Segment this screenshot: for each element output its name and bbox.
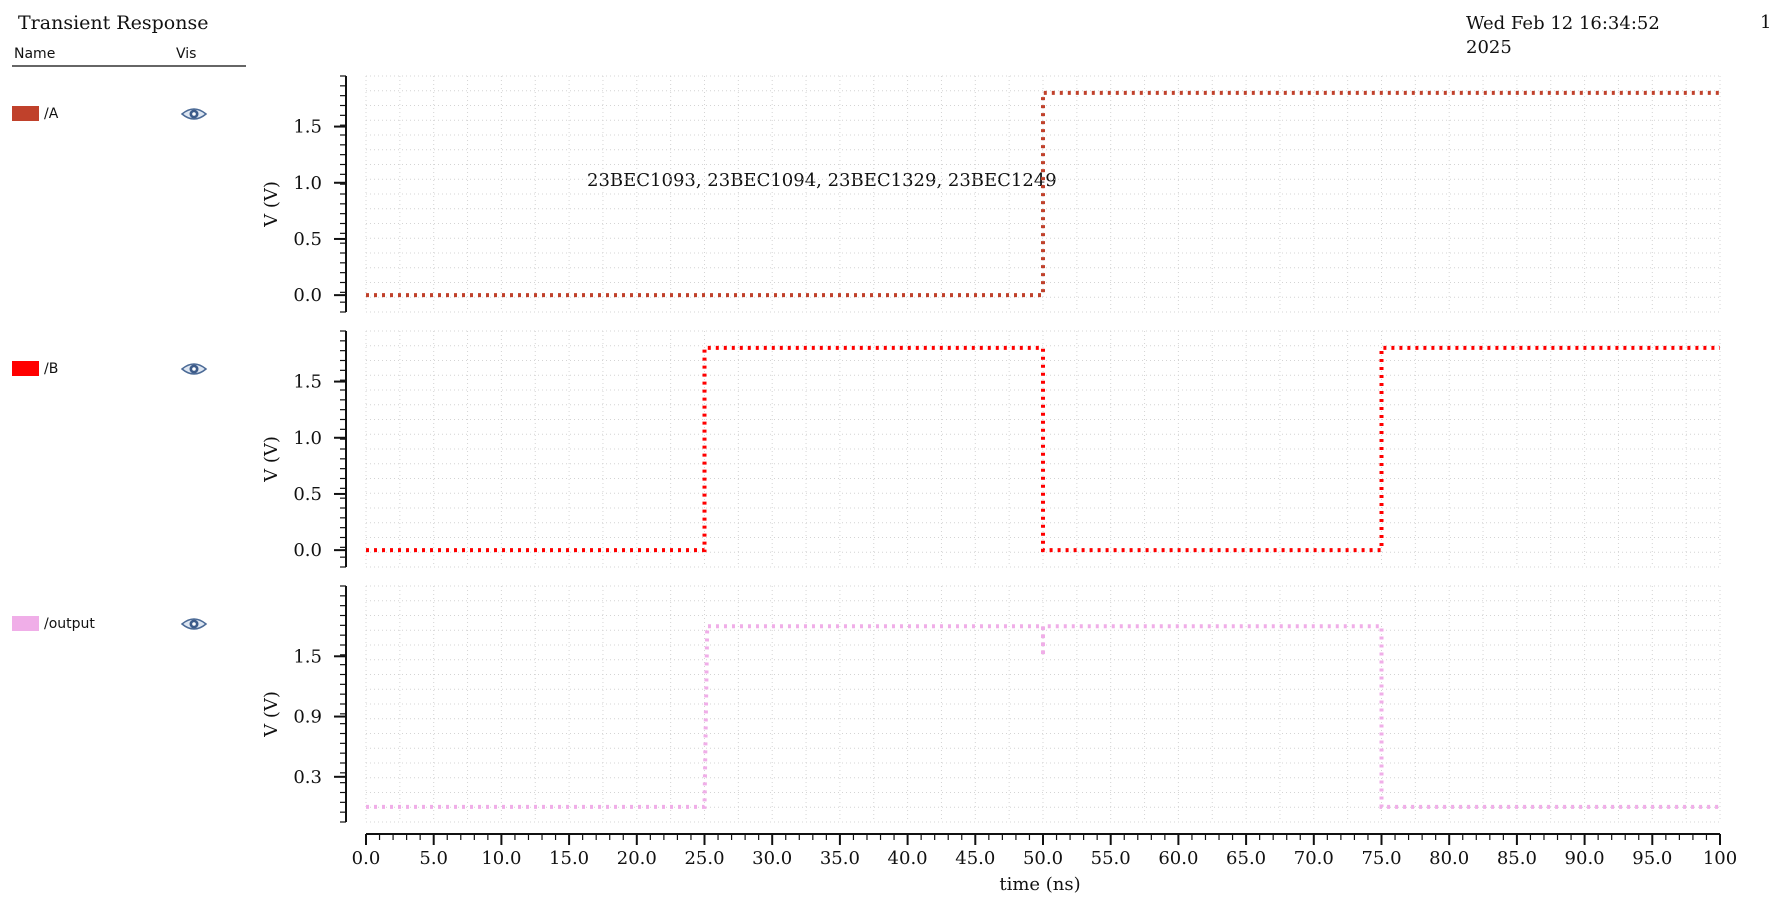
legend-label-a: /A bbox=[44, 106, 59, 122]
y-tick-label: 1.0 bbox=[293, 428, 322, 449]
y-tick-label: 0.5 bbox=[293, 229, 322, 250]
legend-label-b: /B bbox=[44, 361, 59, 377]
x-tick-label: 65.0 bbox=[1226, 848, 1266, 869]
legend-swatch-a bbox=[12, 106, 39, 121]
x-tick-label: 70.0 bbox=[1294, 848, 1334, 869]
x-tick-label: 50.0 bbox=[1023, 848, 1063, 869]
legend-vis-header: Vis bbox=[176, 46, 197, 62]
y-tick-label: 0.0 bbox=[293, 285, 322, 306]
y-tick-label: 0.3 bbox=[293, 767, 322, 788]
y-tick-label: 1.0 bbox=[293, 173, 322, 194]
x-tick-label: 95.0 bbox=[1632, 848, 1672, 869]
legend-item-b[interactable]: /B bbox=[12, 357, 252, 381]
x-tick-label: 10.0 bbox=[481, 848, 521, 869]
x-tick-label: 20.0 bbox=[617, 848, 657, 869]
chart-title: Transient Response bbox=[18, 12, 209, 34]
timestamp: Wed Feb 12 16:34:52 2025 bbox=[1466, 13, 1660, 58]
y-tick-label: 1.5 bbox=[293, 646, 322, 667]
x-tick-label: 30.0 bbox=[752, 848, 792, 869]
x-tick-label: 85.0 bbox=[1497, 848, 1537, 869]
legend-name-header: Name bbox=[14, 46, 56, 62]
x-tick-label: 25.0 bbox=[684, 848, 724, 869]
x-tick-label: 45.0 bbox=[955, 848, 995, 869]
x-tick-label: 5.0 bbox=[419, 848, 448, 869]
y-tick-label: 1.5 bbox=[293, 372, 322, 393]
legend-swatch-output bbox=[12, 616, 39, 631]
legend-header-divider bbox=[12, 65, 246, 67]
legend-label-output: /output bbox=[44, 616, 95, 632]
x-tick-label: 60.0 bbox=[1158, 848, 1198, 869]
page-number: 1 bbox=[1760, 12, 1772, 33]
eye-icon[interactable] bbox=[180, 614, 208, 634]
y-tick-label: 0.9 bbox=[293, 707, 322, 728]
series-line-A bbox=[366, 90, 1720, 298]
legend-item-a[interactable]: /A bbox=[12, 102, 252, 126]
x-tick-label: 55.0 bbox=[1091, 848, 1131, 869]
y-tick-label: 1.5 bbox=[293, 117, 322, 138]
y-axis-label: V (V) bbox=[261, 436, 282, 483]
y-axis-label: V (V) bbox=[261, 691, 282, 738]
y-tick-label: 0.5 bbox=[293, 484, 322, 505]
x-tick-label: 40.0 bbox=[888, 848, 928, 869]
y-tick-label: 0.0 bbox=[293, 540, 322, 561]
eye-icon[interactable] bbox=[180, 104, 208, 124]
x-tick-label: 100 bbox=[1703, 848, 1737, 869]
x-tick-label: 0.0 bbox=[352, 848, 381, 869]
x-tick-label: 15.0 bbox=[549, 848, 589, 869]
eye-icon[interactable] bbox=[180, 359, 208, 379]
chart-annotation: 23BEC1093, 23BEC1094, 23BEC1329, 23BEC12… bbox=[587, 170, 1057, 191]
y-axis-label: V (V) bbox=[261, 181, 282, 228]
legend-swatch-b bbox=[12, 361, 39, 376]
legend-item-output[interactable]: /output bbox=[12, 612, 252, 636]
x-tick-label: 35.0 bbox=[820, 848, 860, 869]
x-axis-label: time (ns) bbox=[999, 874, 1080, 895]
x-tick-label: 75.0 bbox=[1361, 848, 1401, 869]
x-tick-label: 90.0 bbox=[1565, 848, 1605, 869]
x-tick-label: 80.0 bbox=[1429, 848, 1469, 869]
series-line-output bbox=[366, 624, 1720, 809]
